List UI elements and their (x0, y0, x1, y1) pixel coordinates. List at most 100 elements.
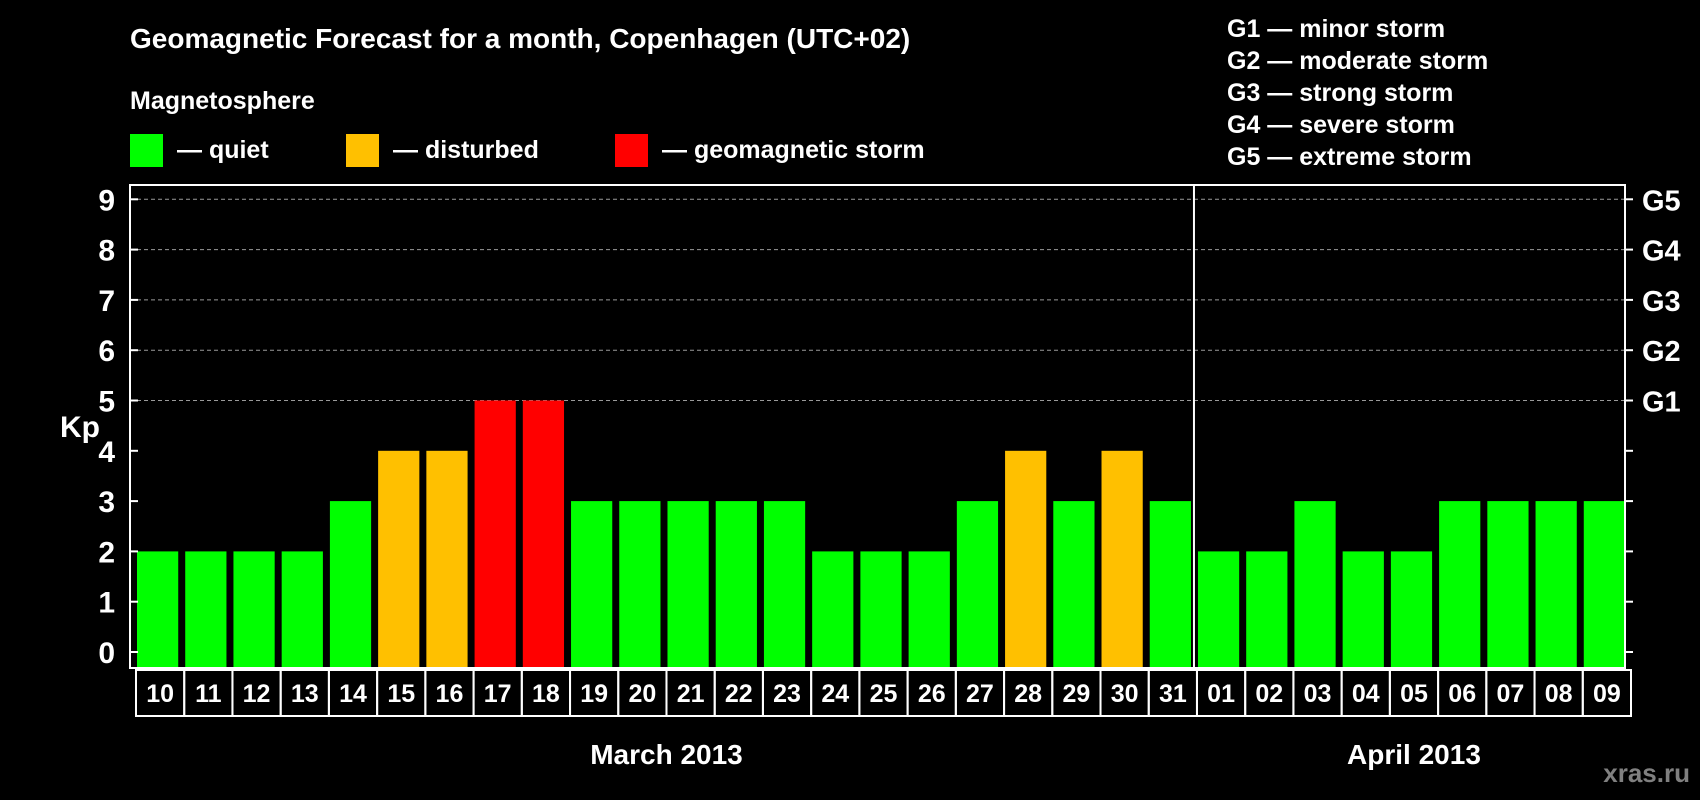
day-label-15: 15 (387, 680, 415, 708)
bars (137, 400, 1625, 668)
day-label-01: 01 (1207, 680, 1235, 708)
day-label-10: 10 (146, 680, 174, 708)
right-label-G1: G1 (1642, 387, 1681, 419)
y-tick-label-8: 8 (98, 235, 115, 268)
legend-swatch-2 (615, 134, 648, 167)
bar-25 (860, 551, 902, 668)
day-label-02: 02 (1255, 680, 1283, 708)
storm-scale-item-1: G2 — moderate storm (1227, 47, 1488, 75)
y-tick-label-9: 9 (98, 184, 115, 217)
day-label-17: 17 (484, 680, 512, 708)
bar-06 (1439, 501, 1481, 668)
storm-scale-item-4: G5 — extreme storm (1227, 143, 1472, 171)
chart-title: Geomagnetic Forecast for a month, Copenh… (130, 23, 910, 54)
right-label-G3: G3 (1642, 286, 1681, 318)
storm-scale-item-3: G4 — severe storm (1227, 111, 1455, 139)
day-label-29: 29 (1062, 680, 1090, 708)
month-labels: March 2013 April 2013 (590, 739, 1481, 770)
day-label-31: 31 (1159, 680, 1187, 708)
bar-23 (763, 501, 806, 668)
right-label-G2: G2 (1642, 336, 1681, 368)
day-label-21: 21 (677, 680, 705, 708)
bar-27 (956, 501, 999, 668)
month-label-0: March 2013 (590, 739, 743, 770)
day-cell-09 (1581, 669, 1632, 717)
plot-frame (129, 184, 1626, 669)
day-label-28: 28 (1014, 680, 1042, 708)
storm-scale-item-2: G3 — strong storm (1227, 79, 1453, 107)
legend: — quiet — disturbed — geomagnetic storm (130, 134, 925, 167)
y-axis: 0 1 2 3 4 5 6 7 8 9 (98, 184, 138, 670)
bar-28 (1005, 450, 1047, 668)
bar-14 (329, 501, 372, 668)
bar-02 (1246, 551, 1288, 668)
right-axis-storm-levels: G1 G2 G3 G4 G5 (1625, 185, 1681, 653)
bar-05 (1390, 551, 1433, 668)
bar-24 (812, 551, 854, 668)
day-label-06: 06 (1448, 680, 1476, 708)
day-label-20: 20 (628, 680, 656, 708)
storm-scale-list: G1 — minor storm G2 — moderate storm G3 — … (1227, 15, 1488, 171)
watermark: xras.ru (1603, 758, 1690, 788)
y-tick-label-6: 6 (98, 335, 115, 368)
bar-08 (1535, 501, 1577, 668)
bar-04 (1342, 551, 1384, 668)
bar-31 (1149, 501, 1191, 668)
y-tick-label-4: 4 (98, 436, 115, 469)
right-label-G5: G5 (1642, 185, 1681, 217)
day-label-27: 27 (966, 680, 994, 708)
day-label-14: 14 (339, 680, 367, 708)
storm-scale-item-0: G1 — minor storm (1227, 15, 1445, 43)
legend-swatch-0 (130, 134, 163, 167)
day-label-30: 30 (1111, 680, 1139, 708)
bar-29 (1053, 501, 1095, 668)
right-label-G4: G4 (1642, 236, 1681, 268)
gridlines (130, 198, 1625, 401)
day-label-19: 19 (580, 680, 608, 708)
legend-swatch-1 (346, 134, 379, 167)
bar-21 (667, 501, 709, 668)
day-label-11: 11 (195, 680, 222, 708)
day-label-18: 18 (532, 680, 560, 708)
bar-16 (426, 450, 468, 668)
day-label-13: 13 (291, 680, 319, 708)
bar-18 (522, 400, 565, 668)
bar-01 (1197, 551, 1240, 668)
day-label-16: 16 (436, 680, 464, 708)
day-label-26: 26 (918, 680, 946, 708)
bar-07 (1487, 501, 1529, 668)
bar-20 (619, 501, 661, 668)
day-label-24: 24 (821, 680, 849, 708)
bar-19 (571, 501, 613, 668)
legend-title: Magnetosphere (130, 87, 315, 115)
bar-15 (378, 450, 420, 668)
day-label-25: 25 (870, 680, 898, 708)
bar-26 (908, 551, 950, 668)
x-axis-days: 10 11 12 13 14 15 16 17 18 19 20 21 22 23 24 25 26 27 28 29… (135, 669, 1632, 717)
y-tick-label-5: 5 (98, 386, 115, 419)
day-label-08: 08 (1545, 680, 1573, 708)
bar-10 (137, 551, 179, 668)
day-label-23: 23 (773, 680, 801, 708)
month-label-1: April 2013 (1347, 739, 1481, 770)
day-label-04: 04 (1352, 680, 1380, 708)
bar-12 (233, 551, 275, 668)
y-tick-label-2: 2 (98, 536, 115, 569)
legend-label-1: — disturbed (393, 136, 539, 164)
day-label-07: 07 (1497, 680, 1525, 708)
day-label-03: 03 (1304, 680, 1332, 708)
day-label-22: 22 (725, 680, 753, 708)
day-label-05: 05 (1400, 680, 1428, 708)
bar-11 (185, 551, 227, 668)
day-label-12: 12 (243, 680, 271, 708)
y-tick-label-3: 3 (98, 486, 115, 519)
bar-03 (1294, 501, 1336, 668)
bar-13 (281, 551, 323, 668)
bar-30 (1101, 450, 1143, 668)
bar-22 (715, 501, 757, 668)
day-label-09: 09 (1593, 680, 1621, 708)
y-axis-label: Kp (60, 411, 100, 444)
y-tick-label-7: 7 (98, 285, 115, 318)
legend-label-0: — quiet (177, 136, 269, 164)
